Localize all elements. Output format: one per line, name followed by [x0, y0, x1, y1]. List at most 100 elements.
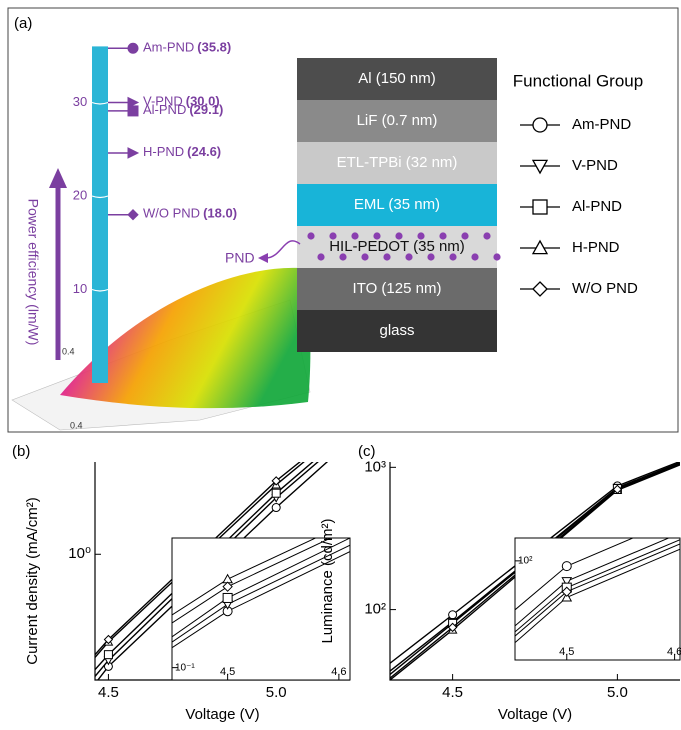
y-tick-label: 10⁻¹ — [175, 662, 195, 673]
category-label: W/O PND — [143, 206, 200, 221]
chromaticity-floor: 0.4 0.4 — [11, 267, 311, 430]
pnd-dot — [329, 232, 337, 240]
pnd-dot — [417, 232, 425, 240]
device-layer — [297, 310, 497, 352]
marker — [532, 281, 548, 297]
pnd-dot — [317, 253, 325, 261]
x-tick-label: 4.6 — [667, 646, 681, 658]
y-tick-label: 10⁰ — [68, 545, 91, 562]
pnd-dot — [405, 253, 413, 261]
marker — [448, 610, 458, 620]
layer-label: ITO (125 nm) — [353, 280, 442, 297]
marker — [222, 581, 233, 592]
marker — [561, 591, 573, 602]
y-tick-label: 20 — [73, 187, 87, 202]
legend-label: V-PND — [572, 157, 618, 174]
y-axis-label: Power efficiency (lm/W) — [25, 199, 41, 346]
pnd-arrow — [265, 240, 301, 259]
legend-label: H-PND — [572, 239, 620, 256]
pnd-dot — [449, 253, 457, 261]
layer-label: HIL-PEDOT (35 nm) — [329, 238, 465, 255]
y-tick-label: 30 — [73, 94, 87, 109]
floor-label: 0.4 — [70, 420, 83, 430]
point-label: Al-PND (29.1) — [143, 102, 223, 117]
device-layer — [297, 268, 497, 310]
value-label: (35.8) — [197, 40, 231, 55]
y-tick-label: 10³ — [364, 458, 386, 475]
legend-label: Al-PND — [572, 198, 622, 215]
panel-label: (b) — [12, 443, 30, 460]
pnd-dot — [427, 253, 435, 261]
device-layer — [297, 58, 497, 100]
legend-title: Functional Group — [513, 71, 643, 90]
pnd-dot — [307, 232, 315, 240]
marker — [532, 199, 548, 215]
series-group — [172, 538, 350, 649]
pnd-dot — [383, 253, 391, 261]
category-label: Al-PND — [143, 102, 186, 117]
value-label: (24.6) — [187, 144, 221, 159]
pnd-dot — [361, 253, 369, 261]
pnd-dot — [373, 232, 381, 240]
marker — [531, 239, 549, 255]
series-group — [515, 538, 680, 644]
marker — [532, 117, 548, 133]
panel-a-frame — [7, 7, 679, 433]
marker — [271, 476, 281, 486]
x-axis-label: Voltage (V) — [185, 706, 259, 723]
marker — [561, 586, 572, 597]
y-axis-label: Luminance (cd/m²) — [319, 518, 336, 643]
value-label: (29.1) — [189, 102, 223, 117]
pnd-dot — [461, 232, 469, 240]
layer-label: Al (150 nm) — [358, 70, 436, 87]
column — [92, 46, 108, 384]
pnd-dot — [395, 232, 403, 240]
x-tick-label: 4.5 — [220, 666, 235, 678]
device-layer — [297, 184, 497, 226]
x-tick-label: 4.5 — [559, 646, 574, 658]
panel-label: (a) — [14, 15, 32, 32]
tick-mark — [91, 195, 109, 199]
marker — [447, 622, 458, 633]
marker — [103, 634, 114, 645]
category-label: H-PND — [143, 144, 184, 159]
panel-label: (c) — [358, 443, 376, 460]
inset-frame — [171, 537, 351, 681]
y-tick-label: 10² — [364, 601, 386, 618]
y-axis-label: Current density (mA/cm²) — [24, 497, 41, 665]
x-tick-label: 4.5 — [442, 684, 463, 701]
point-label: W/O PND (18.0) — [143, 206, 237, 221]
value-label: (30.0) — [186, 94, 220, 109]
pnd-dot — [439, 232, 447, 240]
marker — [561, 577, 573, 587]
gamut — [60, 267, 311, 409]
x-tick-label: 4.6 — [331, 666, 346, 678]
pnd-dot — [483, 232, 491, 240]
marker — [127, 147, 140, 159]
value-label: (18.0) — [203, 206, 237, 221]
x-tick-label: 4.5 — [98, 684, 119, 701]
device-layer — [297, 142, 497, 184]
x-tick-label: 5.0 — [266, 684, 287, 701]
tick-mark — [91, 288, 109, 292]
legend-label: W/O PND — [572, 280, 638, 297]
marker — [531, 159, 549, 175]
y-arrowhead — [49, 168, 67, 188]
marker — [271, 503, 281, 513]
layer-label: ETL-TPBi (32 nm) — [337, 154, 458, 171]
marker — [127, 42, 139, 54]
marker — [222, 592, 233, 603]
device-layer — [297, 100, 497, 142]
pnd-label: PND — [225, 250, 255, 266]
category-label: Am-PND — [143, 40, 194, 55]
legend-label: Am-PND — [572, 116, 631, 133]
marker — [127, 105, 139, 117]
inset: 4.5 4.6 10² — [514, 537, 681, 661]
y-tick-label: 10² — [518, 556, 533, 567]
pnd-dot — [493, 253, 501, 261]
point-label: Am-PND (35.8) — [143, 40, 231, 55]
marker — [271, 488, 281, 498]
marker — [103, 650, 113, 660]
